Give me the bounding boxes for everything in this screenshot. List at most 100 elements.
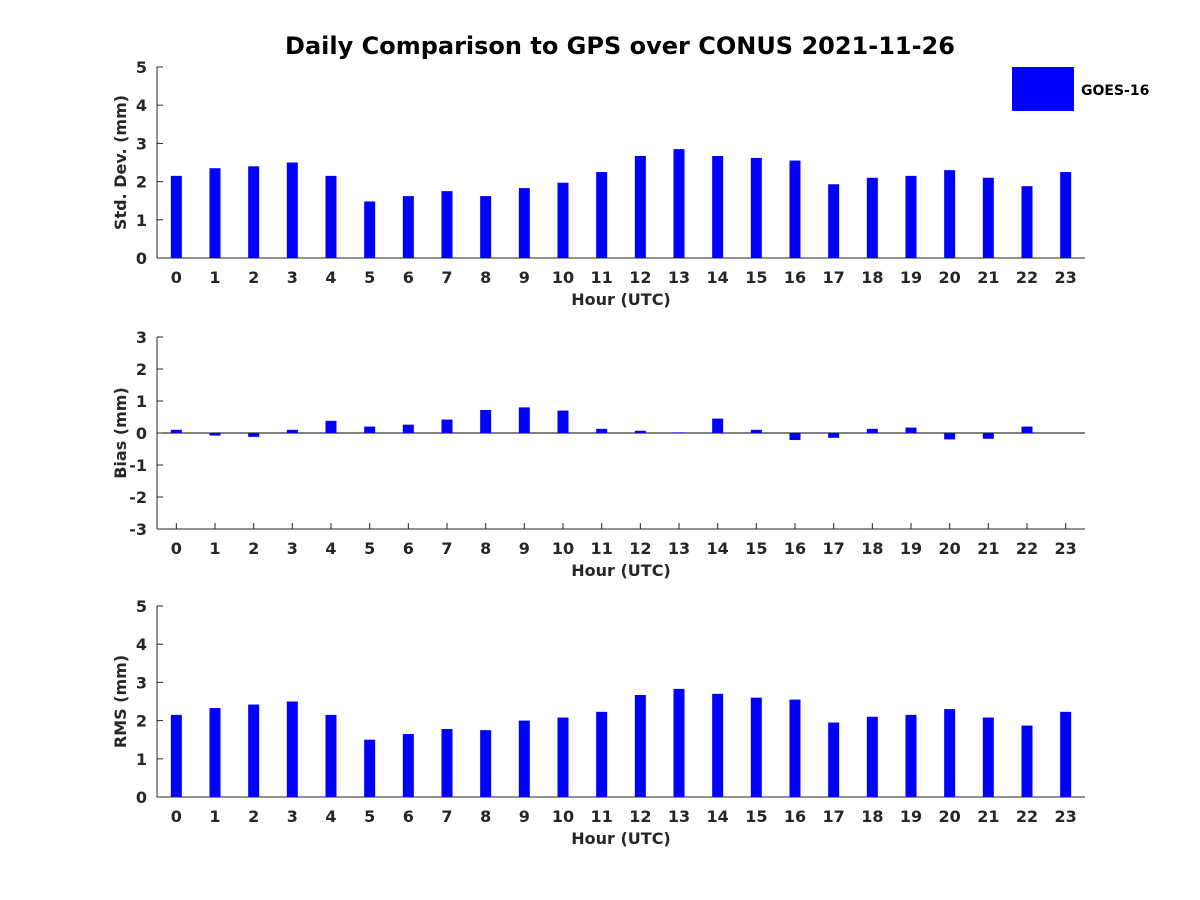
rms-bar-17 — [828, 722, 840, 797]
bias-bar-9 — [518, 407, 530, 433]
bias-x-tick-label: 14 — [707, 539, 729, 558]
rms-y-tick-label: 1 — [136, 750, 147, 769]
rms-bar-9 — [518, 720, 530, 797]
bias-x-tick-label: 12 — [629, 539, 651, 558]
stddev-bar-15 — [750, 157, 762, 258]
rms-bar-8 — [480, 730, 492, 797]
stddev-bar-23 — [1060, 172, 1072, 258]
rms-bar-0 — [170, 714, 182, 797]
bias-x-tick-label: 6 — [403, 539, 414, 558]
rms-x-tick-label: 11 — [591, 807, 613, 826]
rms-bar-4 — [325, 714, 337, 797]
stddev-bar-16 — [789, 160, 801, 258]
rms-y-tick-label: 3 — [136, 673, 147, 692]
rms-bar-23 — [1060, 711, 1072, 797]
bias-bar-14 — [712, 418, 724, 433]
bias-bar-7 — [441, 419, 453, 433]
rms-bar-18 — [866, 716, 878, 797]
rms-x-tick-label: 20 — [939, 807, 961, 826]
rms-x-tick-label: 21 — [977, 807, 999, 826]
bias-bar-20 — [944, 433, 956, 440]
rms-bar-12 — [634, 695, 646, 797]
stddev-y-tick-label: 5 — [136, 58, 147, 77]
bias-bar-17 — [828, 433, 840, 438]
bias-y-tick-label: 0 — [136, 424, 147, 443]
rms-x-tick-label: 1 — [209, 807, 220, 826]
bias-x-tick-label: 4 — [325, 539, 336, 558]
stddev-y-tick-label: 3 — [136, 134, 147, 153]
rms-y-tick-label: 2 — [136, 712, 147, 731]
rms-x-tick-label: 2 — [248, 807, 259, 826]
bias-x-tick-label: 18 — [861, 539, 883, 558]
rms-x-tick-label: 8 — [480, 807, 491, 826]
stddev-x-tick-label: 18 — [861, 268, 883, 287]
bias-x-tick-label: 15 — [745, 539, 767, 558]
stddev-x-tick-label: 5 — [364, 268, 375, 287]
rms-bar-3 — [286, 701, 298, 797]
bias-bar-4 — [325, 420, 337, 433]
stddev-bar-8 — [480, 196, 492, 258]
bias-x-tick-label: 10 — [552, 539, 574, 558]
bias-y-tick-label: 1 — [136, 392, 147, 411]
bias-x-tick-label: 19 — [900, 539, 922, 558]
bias-x-tick-label: 23 — [1055, 539, 1077, 558]
rms-x-tick-label: 22 — [1016, 807, 1038, 826]
rms-bar-5 — [364, 739, 376, 797]
stddev-x-tick-label: 2 — [248, 268, 259, 287]
bias-x-tick-label: 3 — [287, 539, 298, 558]
rms-bar-1 — [209, 707, 221, 797]
rms-bar-7 — [441, 729, 453, 797]
bias-y-tick-label: -3 — [129, 520, 147, 539]
stddev-bar-14 — [712, 156, 724, 258]
stddev-bar-18 — [866, 177, 878, 258]
bias-x-tick-label: 0 — [171, 539, 182, 558]
stddev-bar-11 — [596, 172, 608, 258]
rms-bar-16 — [789, 699, 801, 797]
legend: GOES-16 — [1012, 67, 1149, 111]
bias-bar-15 — [750, 429, 762, 433]
bias-y-label: Bias (mm) — [111, 387, 130, 479]
bias-bar-8 — [480, 409, 492, 433]
rms-x-label: Hour (UTC) — [571, 829, 671, 848]
rms-x-tick-label: 16 — [784, 807, 806, 826]
stddev-bar-20 — [944, 170, 956, 258]
stddev-x-tick-label: 14 — [707, 268, 729, 287]
rms-bar-21 — [982, 717, 994, 797]
stddev-x-tick-label: 22 — [1016, 268, 1038, 287]
bias-bar-22 — [1021, 426, 1033, 433]
rms-bar-15 — [750, 697, 762, 797]
figure-title: Daily Comparison to GPS over CONUS 2021-… — [285, 32, 955, 60]
rms-bar-13 — [673, 688, 685, 797]
rms-bar-22 — [1021, 725, 1033, 797]
bias-bar-2 — [248, 433, 260, 437]
rms-x-tick-label: 14 — [707, 807, 729, 826]
bias-bar-19 — [905, 427, 917, 433]
bias-bar-18 — [866, 428, 878, 433]
rms-bar-20 — [944, 709, 956, 797]
bias-x-tick-label: 13 — [668, 539, 690, 558]
bias-bar-0 — [170, 429, 182, 433]
stddev-x-tick-label: 4 — [325, 268, 336, 287]
legend-label: GOES-16 — [1081, 83, 1149, 99]
rms-x-tick-label: 15 — [745, 807, 767, 826]
bias-y-tick-label: 2 — [136, 360, 147, 379]
stddev-x-tick-label: 1 — [209, 268, 220, 287]
stddev-x-tick-label: 7 — [441, 268, 452, 287]
stddev-x-tick-label: 6 — [403, 268, 414, 287]
bias-x-tick-label: 20 — [939, 539, 961, 558]
rms-x-tick-label: 0 — [171, 807, 182, 826]
rms-x-tick-label: 4 — [325, 807, 336, 826]
bias-bar-11 — [596, 428, 608, 433]
rms-x-tick-label: 23 — [1055, 807, 1077, 826]
rms-x-tick-label: 3 — [287, 807, 298, 826]
bias-x-label: Hour (UTC) — [571, 561, 671, 580]
rms-y-tick-label: 0 — [136, 788, 147, 807]
rms-bar-19 — [905, 714, 917, 797]
stddev-bar-9 — [518, 188, 530, 258]
stddev-x-tick-label: 15 — [745, 268, 767, 287]
stddev-y-tick-label: 1 — [136, 211, 147, 230]
bias-bar-10 — [557, 410, 569, 433]
stddev-x-tick-label: 23 — [1055, 268, 1077, 287]
rms-bar-10 — [557, 717, 569, 797]
